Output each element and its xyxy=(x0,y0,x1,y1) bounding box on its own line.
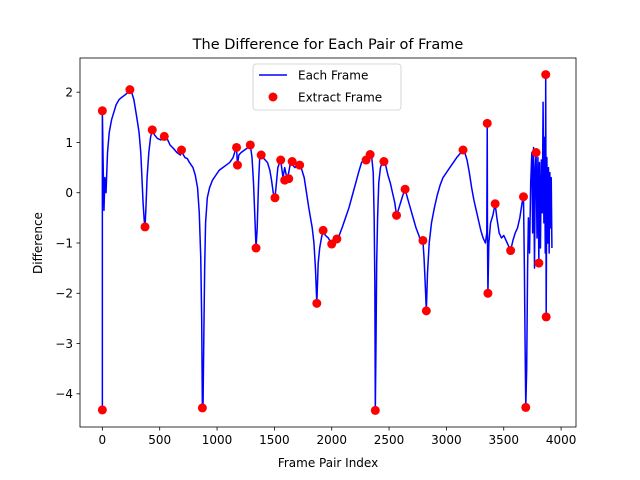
extract-frame-point xyxy=(392,210,402,220)
y-tick-label: 0 xyxy=(65,186,73,200)
x-tick-label: 3500 xyxy=(488,433,519,447)
y-tick-label: 2 xyxy=(65,85,73,99)
x-axis-ticks: 0 500 1000 1500 2000 2500 3000 3500 4000 xyxy=(99,427,577,447)
extract-frame-point xyxy=(506,246,516,256)
extract-frame-point xyxy=(232,142,242,152)
y-tick-label: −3 xyxy=(55,337,73,351)
extract-frame-point xyxy=(176,145,186,155)
extract-frame-point xyxy=(197,403,207,413)
extract-frame-point xyxy=(251,243,261,253)
x-tick-label: 500 xyxy=(148,433,171,447)
extract-frame-point xyxy=(318,225,328,235)
extract-frame-point xyxy=(418,235,428,245)
extract-frame-point xyxy=(312,298,322,308)
extract-frame-point xyxy=(521,402,531,412)
extract-frame-point xyxy=(270,193,280,203)
axes-frame xyxy=(79,57,577,428)
extract-frame-point xyxy=(379,157,389,167)
x-tick-label: 0 xyxy=(99,433,107,447)
extract-frame-point xyxy=(97,106,107,116)
extract-frame-point xyxy=(483,288,493,298)
x-tick-label: 4000 xyxy=(546,433,577,447)
x-tick-label: 2000 xyxy=(316,433,347,447)
extract-frame-point xyxy=(332,234,342,244)
extract-frame-point xyxy=(482,118,492,128)
extract-frame-point xyxy=(490,199,500,209)
x-tick-label: 2500 xyxy=(374,433,405,447)
y-axis-label: Difference xyxy=(31,212,45,274)
extract-frame-point xyxy=(140,222,150,232)
extract-frame-point xyxy=(518,192,528,202)
extract-frame-point xyxy=(147,125,157,135)
extract-frame-point xyxy=(295,160,305,170)
extract-frame-point xyxy=(125,85,135,95)
extract-frame-point xyxy=(541,70,551,80)
extract-frame-point xyxy=(531,148,541,158)
y-tick-label: −1 xyxy=(55,236,73,250)
extract-frame-point xyxy=(256,150,266,160)
extract-frame-point xyxy=(97,405,107,415)
x-tick-label: 3000 xyxy=(431,433,462,447)
extract-frame-point xyxy=(232,160,242,170)
extract-frame-point xyxy=(370,405,380,415)
extract-frame-point xyxy=(541,312,551,322)
legend: Each Frame Extract Frame xyxy=(252,63,402,111)
extract-frame-point xyxy=(458,145,468,155)
extract-frame-point xyxy=(421,306,431,316)
extract-frame-point xyxy=(245,140,255,150)
x-tick-label: 1000 xyxy=(202,433,233,447)
extract-frame-point xyxy=(287,157,297,167)
y-tick-label: −2 xyxy=(55,287,73,301)
legend-marker-swatch xyxy=(268,92,278,102)
legend-label-extract-frame: Extract Frame xyxy=(298,91,382,105)
plot-area xyxy=(79,57,577,428)
chart-title: The Difference for Each Pair of Frame xyxy=(192,37,464,53)
extract-frame-point xyxy=(400,184,410,194)
extract-frame-point xyxy=(159,131,169,141)
x-axis-label: Frame Pair Index xyxy=(278,456,378,470)
extract-frame-point xyxy=(534,258,544,268)
legend-label-each-frame: Each Frame xyxy=(298,69,368,83)
y-tick-label: −4 xyxy=(55,387,73,401)
x-tick-label: 1500 xyxy=(259,433,290,447)
y-axis-ticks: −4 −3 −2 −1 0 1 2 xyxy=(55,85,80,401)
extract-frame-point xyxy=(365,150,375,160)
extract-frame-point xyxy=(276,155,286,165)
y-tick-label: 1 xyxy=(65,136,73,150)
legend-box xyxy=(252,63,402,111)
extract-frame-point xyxy=(284,174,294,184)
